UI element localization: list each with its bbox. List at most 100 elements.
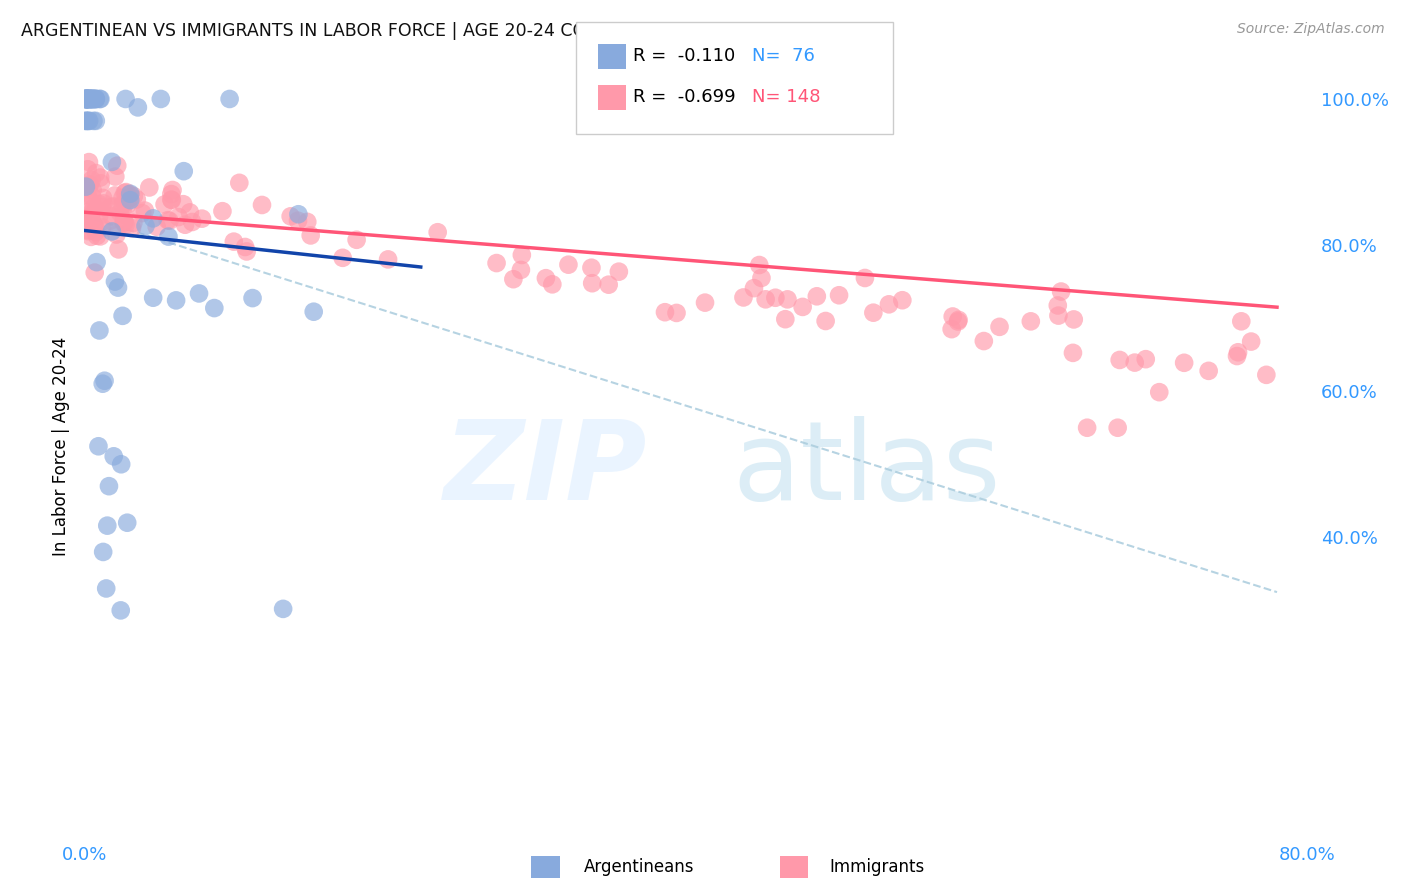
Point: [89, 323, 111, 337]
Point: [80, 92, 103, 106]
Point: [235, 244, 257, 259]
Point: [948, 313, 970, 327]
Point: [271, 602, 294, 616]
Point: [80, 92, 103, 106]
Point: [90, 177, 112, 191]
Point: [96, 582, 118, 596]
Point: [76, 92, 98, 106]
Point: [91, 191, 114, 205]
Point: [84, 92, 107, 106]
Point: [77, 114, 100, 128]
Point: [82, 190, 104, 204]
Point: [110, 603, 132, 617]
Point: [557, 258, 579, 272]
Point: [105, 227, 128, 242]
Point: [426, 225, 449, 239]
Point: [828, 288, 851, 302]
Point: [485, 256, 508, 270]
Point: [211, 204, 233, 219]
Point: [1227, 345, 1250, 359]
Point: [120, 186, 142, 201]
Point: [1108, 353, 1130, 368]
Point: [104, 169, 127, 184]
Point: [287, 207, 309, 221]
Point: [120, 193, 142, 207]
Point: [79, 92, 101, 106]
Point: [1063, 312, 1085, 326]
Point: [112, 213, 135, 227]
Point: [79, 178, 101, 192]
Point: [83, 201, 105, 215]
Point: [86, 255, 108, 269]
Point: [1047, 309, 1070, 323]
Point: [173, 164, 195, 178]
Point: [117, 197, 139, 211]
Point: [242, 291, 264, 305]
Point: [131, 206, 153, 220]
Point: [202, 301, 225, 315]
Text: Immigrants: Immigrants: [830, 858, 925, 876]
Point: [814, 314, 837, 328]
Point: [114, 196, 136, 211]
Text: ZIP: ZIP: [443, 416, 647, 523]
Point: [80, 213, 103, 227]
Point: [142, 291, 165, 305]
Point: [1149, 385, 1171, 400]
Point: [76, 162, 98, 177]
Point: [108, 206, 131, 220]
Point: [792, 300, 814, 314]
Point: [76, 211, 98, 226]
Point: [75, 92, 97, 106]
Point: [114, 92, 136, 106]
Point: [218, 92, 240, 106]
Point: [111, 197, 134, 211]
Point: [877, 297, 900, 311]
Point: [122, 216, 145, 230]
Point: [111, 191, 134, 205]
Point: [84, 166, 107, 180]
Point: [172, 197, 194, 211]
Point: [763, 291, 786, 305]
Point: [110, 457, 132, 471]
Point: [91, 376, 114, 391]
Point: [654, 305, 676, 319]
Point: [806, 289, 828, 303]
Point: [862, 306, 884, 320]
Point: [103, 199, 125, 213]
Point: [228, 176, 250, 190]
Point: [115, 185, 138, 199]
Point: [84, 92, 107, 106]
Point: [89, 229, 111, 244]
Point: [1050, 285, 1073, 299]
Y-axis label: In Labor Force | Age 20-24: In Labor Force | Age 20-24: [52, 336, 70, 556]
Point: [159, 213, 181, 227]
Point: [346, 233, 368, 247]
Point: [280, 210, 302, 224]
Point: [1230, 314, 1253, 328]
Point: [90, 200, 112, 214]
Point: [104, 188, 127, 202]
Point: [1062, 346, 1084, 360]
Point: [1123, 356, 1146, 370]
Point: [76, 208, 98, 222]
Point: [75, 179, 97, 194]
Point: [1256, 368, 1278, 382]
Point: [79, 92, 101, 106]
Point: [160, 193, 183, 207]
Point: [191, 211, 214, 226]
Point: [297, 215, 319, 229]
Point: [77, 92, 100, 106]
Point: [80, 92, 103, 106]
Point: [89, 209, 111, 223]
Point: [287, 213, 309, 227]
Point: [101, 224, 124, 238]
Point: [76, 180, 98, 194]
Point: [134, 203, 156, 218]
Point: [891, 293, 914, 308]
Point: [77, 155, 100, 169]
Point: [114, 215, 136, 229]
Point: [942, 310, 965, 324]
Point: [103, 450, 125, 464]
Point: [755, 293, 778, 307]
Point: [1135, 352, 1157, 367]
